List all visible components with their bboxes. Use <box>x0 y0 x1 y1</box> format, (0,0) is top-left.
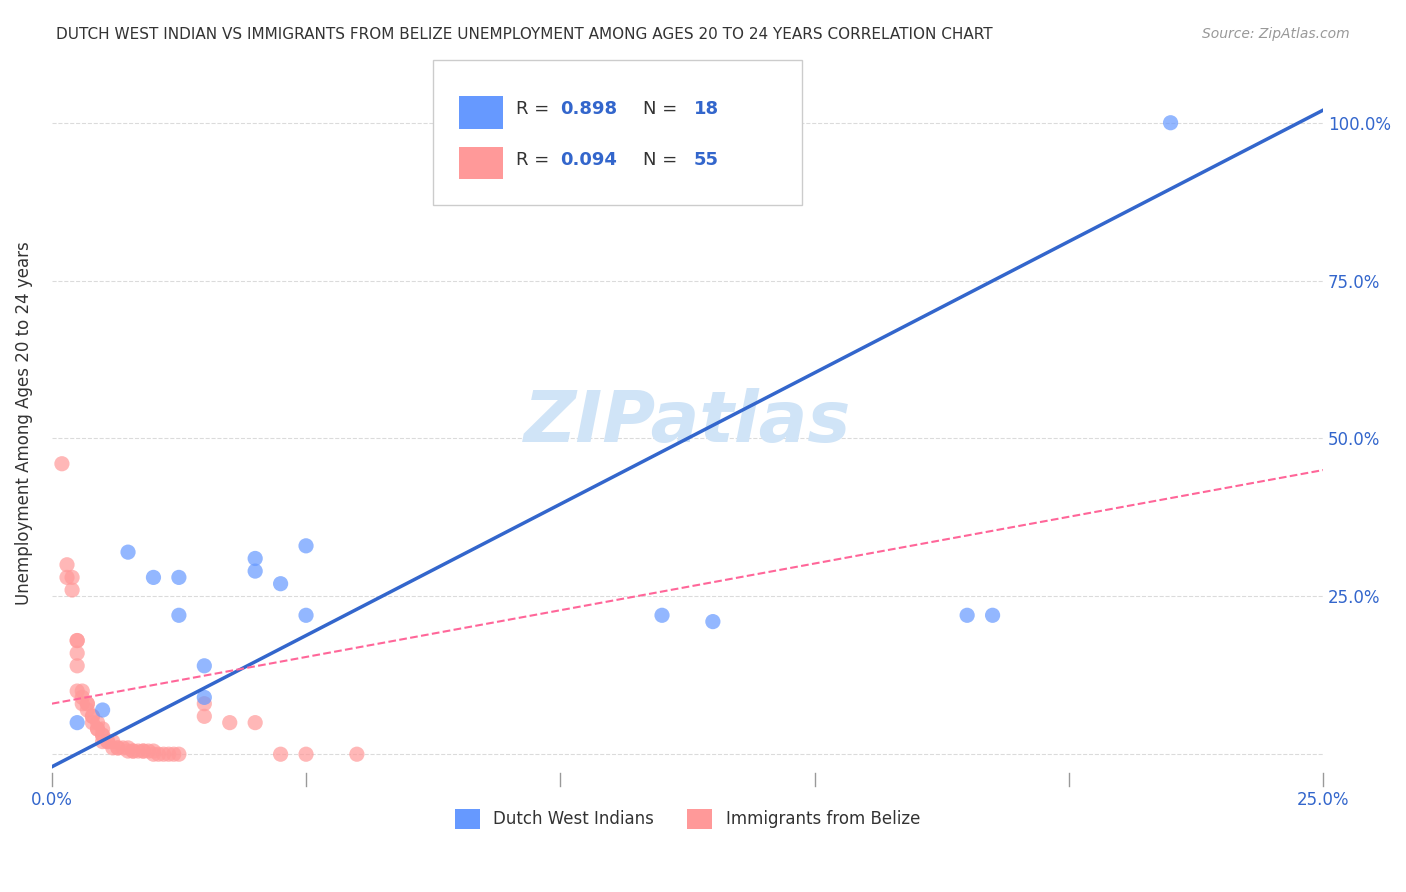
Point <box>56 558 79 572</box>
Point <box>346 747 368 762</box>
Point <box>82 709 104 723</box>
Point <box>218 715 240 730</box>
Point <box>91 703 114 717</box>
Point <box>91 728 114 742</box>
Point <box>72 684 94 698</box>
Point <box>157 747 180 762</box>
Point <box>270 576 292 591</box>
Point <box>86 722 108 736</box>
Point <box>651 608 673 623</box>
Point <box>167 747 190 762</box>
Point <box>167 570 190 584</box>
Point <box>142 747 165 762</box>
Point <box>66 715 89 730</box>
Point <box>193 690 215 705</box>
Point <box>270 747 292 762</box>
Text: R =: R = <box>516 100 555 119</box>
Point <box>60 570 83 584</box>
Point <box>295 747 318 762</box>
Point <box>1160 116 1182 130</box>
Point <box>91 728 114 742</box>
Point <box>101 740 124 755</box>
Point <box>107 740 129 755</box>
Point <box>117 740 139 755</box>
FancyBboxPatch shape <box>433 60 801 205</box>
Point <box>66 658 89 673</box>
Point <box>51 457 73 471</box>
FancyBboxPatch shape <box>458 147 503 179</box>
Point <box>56 570 79 584</box>
Point <box>243 715 266 730</box>
Point <box>243 564 266 578</box>
Text: Source: ZipAtlas.com: Source: ZipAtlas.com <box>1202 27 1350 41</box>
Point <box>163 747 186 762</box>
Point <box>142 744 165 758</box>
Point <box>122 744 145 758</box>
Text: 0.898: 0.898 <box>561 100 617 119</box>
Point <box>152 747 174 762</box>
Point <box>60 582 83 597</box>
Point <box>76 697 98 711</box>
Legend: Dutch West Indians, Immigrants from Belize: Dutch West Indians, Immigrants from Beli… <box>449 802 927 836</box>
Point <box>132 744 155 758</box>
Point <box>295 539 318 553</box>
Point <box>243 551 266 566</box>
Point <box>122 744 145 758</box>
Point <box>76 697 98 711</box>
Point <box>111 740 134 755</box>
Point <box>86 722 108 736</box>
Point <box>66 684 89 698</box>
Text: N =: N = <box>643 151 683 169</box>
Text: DUTCH WEST INDIAN VS IMMIGRANTS FROM BELIZE UNEMPLOYMENT AMONG AGES 20 TO 24 YEA: DUTCH WEST INDIAN VS IMMIGRANTS FROM BEL… <box>56 27 993 42</box>
Point <box>76 703 98 717</box>
FancyBboxPatch shape <box>458 96 503 128</box>
Point <box>193 709 215 723</box>
Point <box>97 734 120 748</box>
Point <box>91 734 114 748</box>
Point <box>702 615 724 629</box>
Point <box>148 747 170 762</box>
Point <box>142 570 165 584</box>
Point <box>295 608 318 623</box>
Point <box>107 740 129 755</box>
Text: 18: 18 <box>693 100 718 119</box>
Point <box>72 697 94 711</box>
Point <box>132 744 155 758</box>
Y-axis label: Unemployment Among Ages 20 to 24 years: Unemployment Among Ages 20 to 24 years <box>15 241 32 605</box>
Point <box>127 744 149 758</box>
Point <box>91 722 114 736</box>
Text: R =: R = <box>516 151 555 169</box>
Point <box>101 734 124 748</box>
Point <box>72 690 94 705</box>
Point <box>138 744 160 758</box>
Point <box>956 608 979 623</box>
Text: 0.094: 0.094 <box>561 151 617 169</box>
Point <box>193 658 215 673</box>
Point <box>82 709 104 723</box>
Point <box>66 646 89 660</box>
Point <box>82 715 104 730</box>
Point <box>167 608 190 623</box>
Point <box>66 633 89 648</box>
Text: 55: 55 <box>693 151 718 169</box>
Text: N =: N = <box>643 100 683 119</box>
Point <box>66 633 89 648</box>
Point <box>193 697 215 711</box>
Point <box>117 744 139 758</box>
Text: ZIPatlas: ZIPatlas <box>524 388 851 458</box>
Point <box>97 734 120 748</box>
Point <box>86 715 108 730</box>
Point <box>981 608 1004 623</box>
Point <box>117 545 139 559</box>
